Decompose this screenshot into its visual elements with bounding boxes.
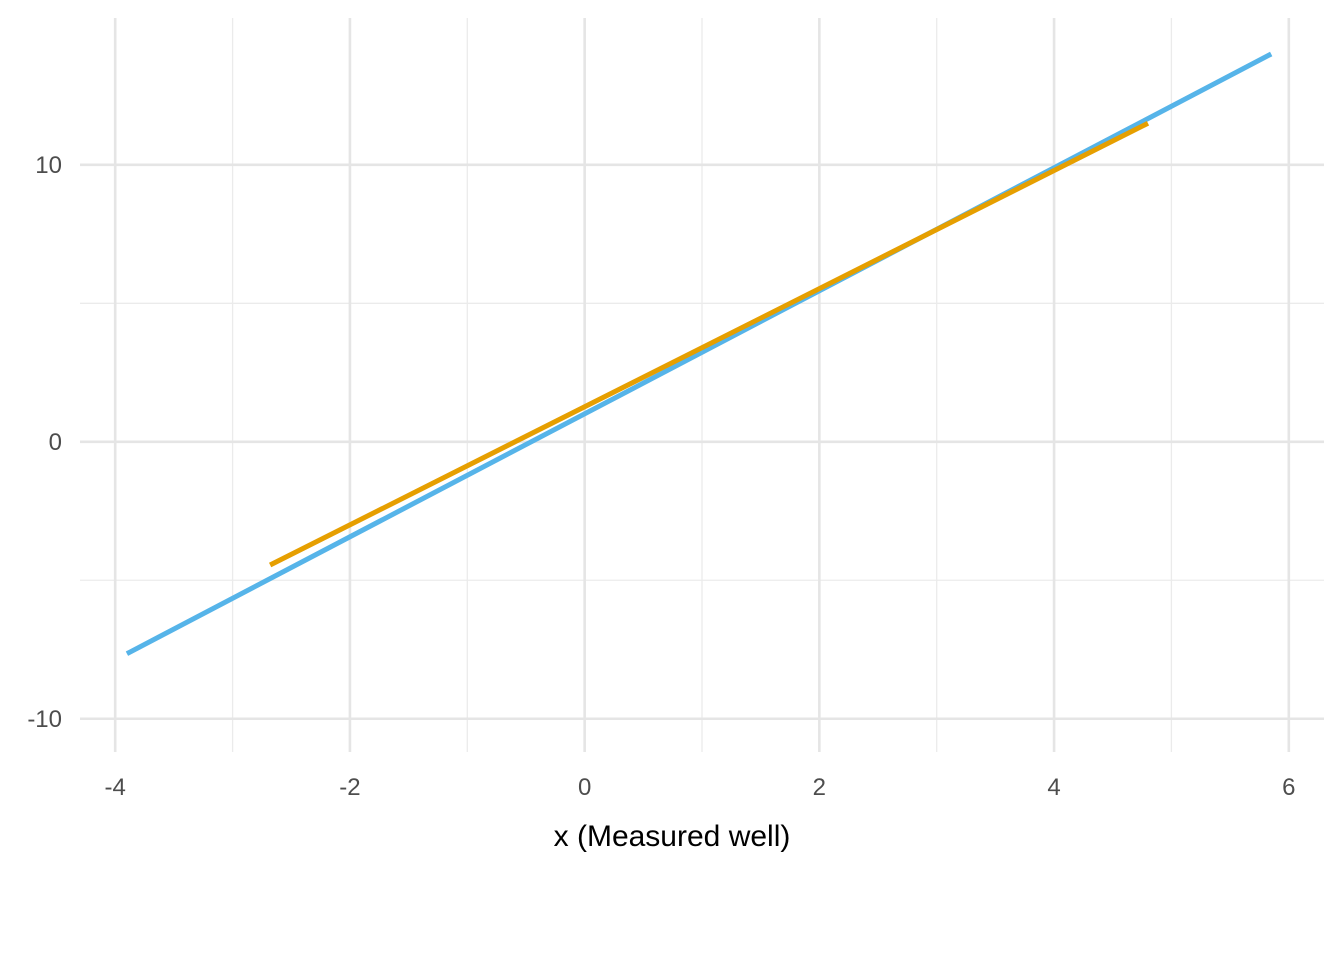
x-tick-label-4: 4 [1047, 774, 1060, 801]
series-line-1 [268, 121, 1150, 568]
x-tick-labels: -4 -2 0 2 4 6 [105, 774, 1296, 801]
x-tick-label-2: 0 [578, 774, 591, 801]
x-tick-label-1: -2 [339, 774, 360, 801]
x-tick-label-0: -4 [105, 774, 126, 801]
y-tick-label-0: -10 [27, 706, 62, 733]
y-tick-label-1: 0 [49, 429, 62, 456]
y-tick-labels: -10 0 10 [27, 152, 62, 733]
series-line-0 [125, 51, 1273, 656]
x-tick-label-5: 6 [1282, 774, 1295, 801]
minor-gridlines [80, 18, 1324, 752]
y-tick-label-2: 10 [35, 152, 62, 179]
x-axis-title: x (Measured well) [554, 820, 791, 853]
x-tick-label-3: 2 [813, 774, 826, 801]
series-lines [125, 51, 1273, 656]
major-gridlines [80, 18, 1324, 752]
